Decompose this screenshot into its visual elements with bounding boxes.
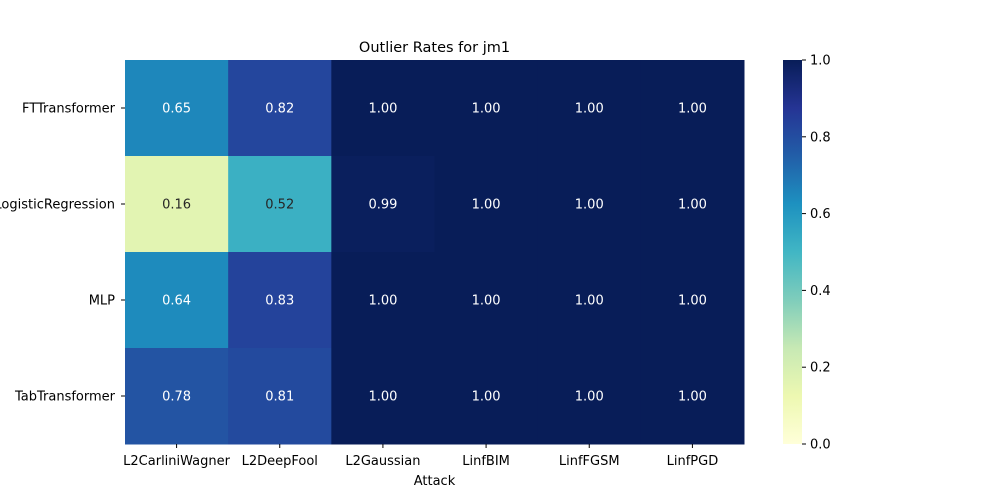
cell-value-label: 1.00 [678,102,707,117]
x-tick-label: L2CarliniWagner [123,454,230,469]
heatmap-cell [537,252,642,349]
y-tick-label: LogisticRegression [0,198,115,213]
heatmap-cell [331,156,435,253]
heatmap-cell [537,60,642,157]
x-axis-label: Attack [414,474,456,489]
x-axis: L2CarliniWagner L2DeepFool L2Gaussian LinfB… [123,444,718,469]
cell-value-label: 1.00 [368,102,397,117]
cell-value-label: 1.00 [678,390,707,405]
y-axis: FTTransformer LogisticRegression MLP TabTra… [0,102,125,405]
heatmap-cell [537,348,642,445]
cell-value-label: 0.83 [265,294,294,309]
y-tick-label: TabTransformer [14,390,116,405]
heatmap-cell [228,348,332,445]
cell-value-label: 1.00 [575,102,604,117]
cell-value-label: 1.00 [472,198,501,213]
cell-value-label: 0.64 [162,294,191,309]
heatmap-cell [331,348,435,445]
heatmap-cell [125,60,229,157]
colorbar-tick-label: 0.8 [810,130,831,145]
heatmap-cell [640,156,745,253]
cell-value-label: 0.65 [162,102,191,117]
colorbar-tick-label: 1.0 [810,54,831,69]
heatmap-cell [125,156,229,253]
cell-value-label: 1.00 [472,390,501,405]
y-tick-label: FTTransformer [22,102,116,117]
heatmap-cell [331,60,435,157]
x-tick-label: L2DeepFool [242,454,318,469]
heatmap-cell [640,348,745,445]
y-tick-label: MLP [89,294,115,309]
colorbar-tick-label: 0.4 [810,284,831,299]
cell-value-label: 1.00 [575,198,604,213]
x-tick-label: LinfBIM [462,454,510,469]
cell-value-label: 1.00 [678,198,707,213]
heatmap-cell [434,348,539,445]
heatmap-cell [640,252,745,349]
heatmap-cell-labels: 0.65 0.82 1.00 1.00 1.00 1.00 0.16 0.52 0.99 1.00… [162,102,707,405]
cell-value-label: 1.00 [368,390,397,405]
cell-value-label: 1.00 [368,294,397,309]
colorbar-tick-label: 0.2 [810,361,831,376]
heatmap-cell [434,156,539,253]
x-tick-label: L2Gaussian [345,454,420,469]
colorbar-tick-label: 0.0 [810,438,831,453]
heatmap-cell [125,252,229,349]
cell-value-label: 1.00 [472,102,501,117]
heatmap-cell [434,252,539,349]
cell-value-label: 0.16 [162,198,191,213]
cell-value-label: 0.82 [265,102,294,117]
colorbar-gradient [783,60,802,444]
heatmap-cell [228,252,332,349]
heatmap-cells [125,60,745,445]
cell-value-label: 0.78 [162,390,191,405]
heatmap-cell [640,60,745,157]
cell-value-label: 0.99 [368,198,397,213]
x-tick-label: LinfPGD [667,454,719,469]
cell-value-label: 1.00 [472,294,501,309]
colorbar: 0.0 0.2 0.4 0.6 0.8 1.0 [783,54,831,453]
heatmap-cell [228,156,332,253]
colorbar-tick-label: 0.6 [810,207,831,222]
cell-value-label: 1.00 [575,390,604,405]
cell-value-label: 1.00 [575,294,604,309]
chart-title: Outlier Rates for jm1 [359,40,510,56]
heatmap-cell [537,156,642,253]
x-tick-label: LinfFGSM [559,454,620,469]
heatmap-cell [331,252,435,349]
heatmap-cell [125,348,229,445]
cell-value-label: 1.00 [678,294,707,309]
heatmap-cell [228,60,332,157]
heatmap-cell [434,60,539,157]
cell-value-label: 0.52 [265,198,294,213]
cell-value-label: 0.81 [265,390,294,405]
